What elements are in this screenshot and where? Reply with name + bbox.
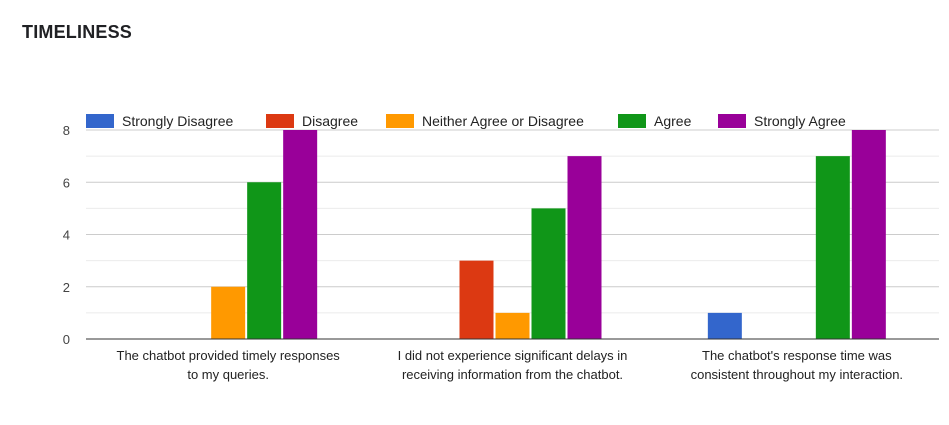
bar-agree[interactable] xyxy=(815,156,850,339)
x-category-label: I did not experience significant delays … xyxy=(398,348,628,382)
x-axis-labels: The chatbot provided timely responses to … xyxy=(117,348,904,382)
y-tick-label: 4 xyxy=(63,228,70,243)
y-tick-label: 0 xyxy=(63,332,70,347)
legend-item[interactable]: Strongly Agree xyxy=(718,113,846,129)
bar-neither-agree-or-disagree[interactable] xyxy=(211,286,246,339)
y-axis-ticks: 0 2 4 6 8 xyxy=(63,123,70,347)
x-category-label: The chatbot's response time was consisten… xyxy=(691,348,903,382)
legend-swatch xyxy=(718,114,746,128)
bar-neither-agree-or-disagree[interactable] xyxy=(495,312,530,339)
bar-strongly-disagree[interactable] xyxy=(707,312,742,339)
bar-disagree[interactable] xyxy=(459,260,494,339)
page-title: TIMELINESS xyxy=(22,22,133,42)
legend-item[interactable]: Disagree xyxy=(266,113,358,129)
legend-swatch xyxy=(86,114,114,128)
bars xyxy=(211,130,886,339)
legend-label: Neither Agree or Disagree xyxy=(422,113,584,129)
y-tick-label: 6 xyxy=(63,175,70,190)
legend-label: Strongly Disagree xyxy=(122,113,233,129)
legend-swatch xyxy=(266,114,294,128)
legend-swatch xyxy=(618,114,646,128)
legend-item[interactable]: Neither Agree or Disagree xyxy=(386,113,584,129)
grid-layer xyxy=(86,129,939,314)
legend-swatch xyxy=(386,114,414,128)
bar-agree[interactable] xyxy=(531,208,566,339)
legend-label: Strongly Agree xyxy=(754,113,846,129)
legend-label: Agree xyxy=(654,113,692,129)
bar-strongly-agree[interactable] xyxy=(851,130,886,339)
y-tick-label: 2 xyxy=(63,280,70,295)
y-tick-label: 8 xyxy=(63,123,70,138)
legend-label: Disagree xyxy=(302,113,358,129)
legend-item[interactable]: Agree xyxy=(618,113,692,129)
x-category-label: The chatbot provided timely responses to … xyxy=(117,348,341,382)
legend: Strongly Disagree Disagree Neither Agree o… xyxy=(86,113,846,129)
bar-agree[interactable] xyxy=(247,182,282,339)
bar-strongly-agree[interactable] xyxy=(567,156,602,339)
legend-item[interactable]: Strongly Disagree xyxy=(86,113,233,129)
bar-strongly-agree[interactable] xyxy=(283,130,318,339)
